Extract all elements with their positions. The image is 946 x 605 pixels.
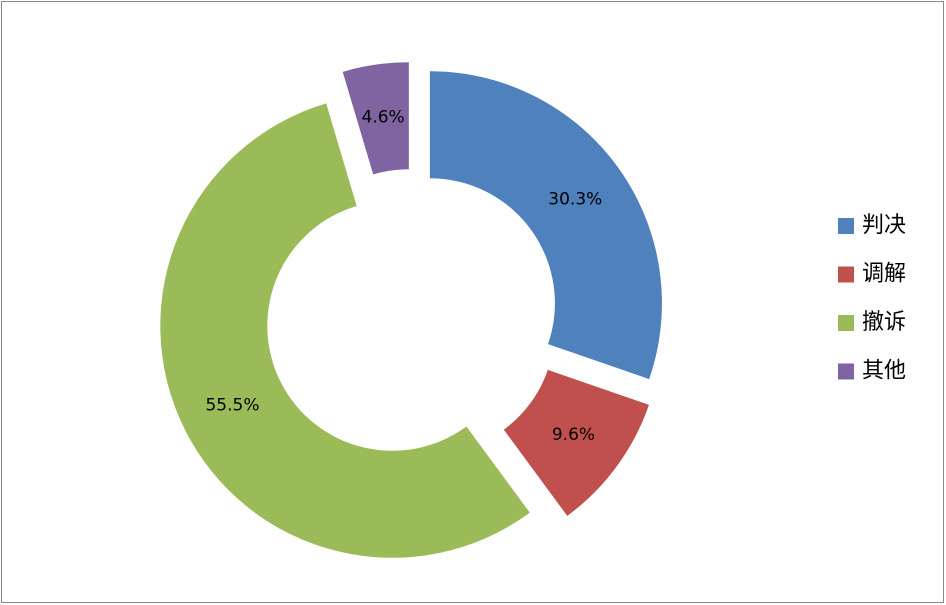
legend-swatch [838,266,854,283]
legend-swatch [838,363,854,380]
legend-label: 调解 [862,262,906,287]
value-label: 9.6% [552,425,595,445]
donut-slice [429,71,662,380]
legend-label: 判决 [862,213,906,238]
donut-slice [342,62,409,175]
value-label: 4.6% [362,108,405,128]
donut-slice [503,369,649,516]
legend-label: 其他 [862,359,906,384]
value-label: 55.5% [205,395,259,415]
donut-slice [160,103,530,558]
legend-label: 撤诉 [862,310,906,335]
legend-swatch [838,315,854,331]
value-label: 30.3% [548,190,602,210]
legend-swatch [838,218,854,234]
